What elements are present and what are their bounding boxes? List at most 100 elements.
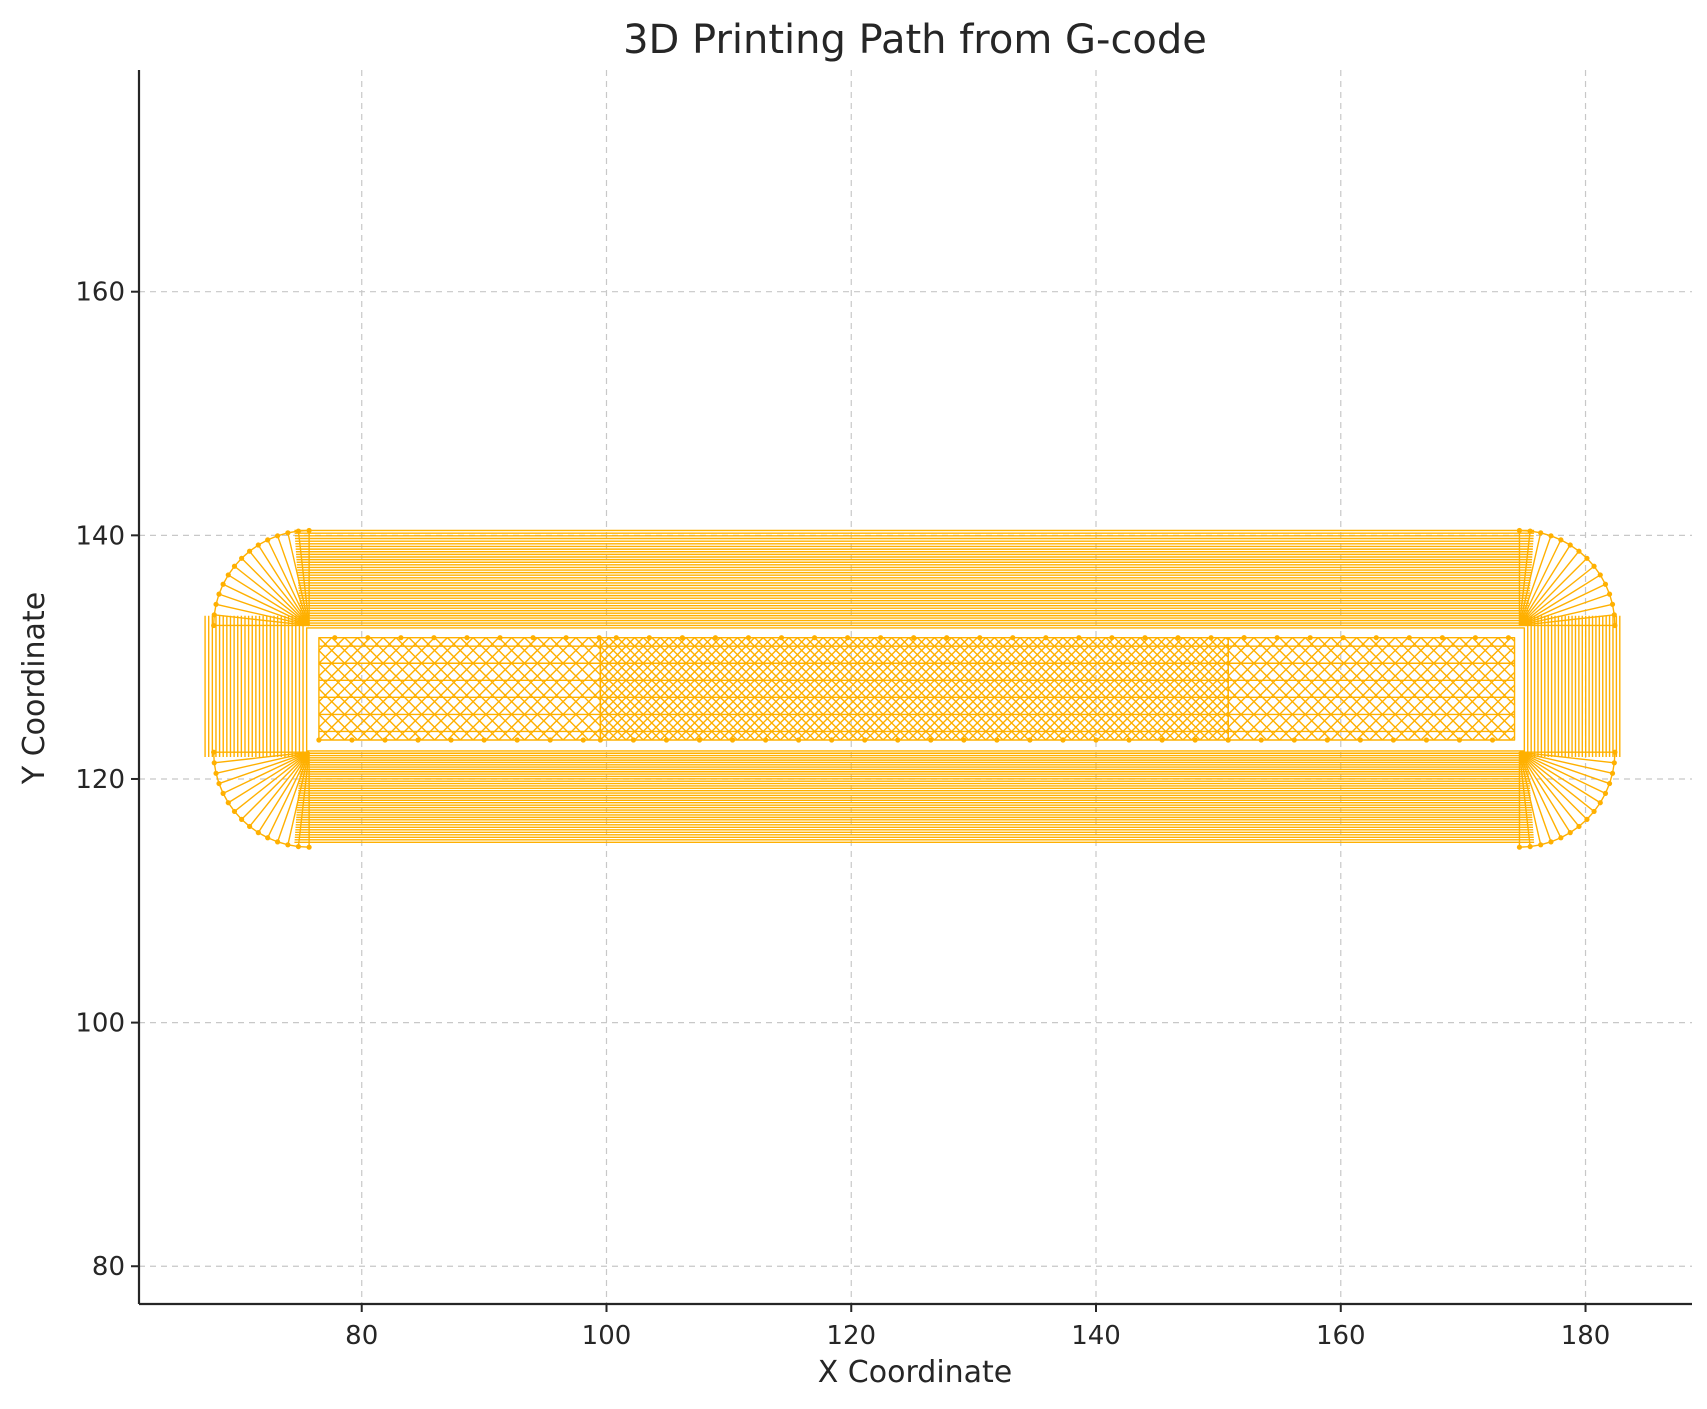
- path-point: [1027, 737, 1033, 743]
- y-tick-label: 120: [75, 765, 125, 795]
- path-point: [1505, 635, 1512, 641]
- path-point: [1093, 737, 1099, 743]
- perimeter-line: [267, 837, 278, 843]
- perimeter-line: [1540, 841, 1552, 846]
- perimeter-line: [1578, 550, 1588, 559]
- corner-fan-line: [214, 751, 310, 764]
- path-point: [878, 635, 884, 641]
- path-point: [1373, 635, 1379, 641]
- corner-fan-line: [241, 751, 310, 820]
- perimeter-line: [249, 825, 259, 834]
- infill-line: [1446, 637, 1516, 706]
- path-point: [547, 737, 553, 743]
- perimeter-line: [277, 841, 289, 846]
- perimeter-line: [1530, 844, 1541, 848]
- perimeter-line: [218, 583, 224, 595]
- infill-line: [588, 637, 601, 650]
- path-point: [1456, 737, 1463, 743]
- path-point: [712, 635, 719, 641]
- infill-line: [1208, 720, 1229, 741]
- x-tick-label: 120: [826, 1321, 876, 1351]
- perimeter-line: [1519, 845, 1531, 848]
- infill-line: [1240, 637, 1345, 741]
- infill-line: [498, 638, 601, 741]
- infill-line: [1356, 637, 1460, 741]
- y-tick-label: 140: [75, 521, 125, 551]
- path-point: [1340, 635, 1346, 641]
- infill-line: [1148, 660, 1229, 741]
- perimeter-line: [277, 532, 289, 537]
- path-point: [514, 737, 520, 743]
- perimeter-line: [298, 845, 310, 848]
- infill-line: [1420, 646, 1516, 741]
- path-point: [316, 737, 322, 743]
- perimeter-line: [1540, 532, 1552, 537]
- corner-fan-line: [1519, 751, 1595, 812]
- corner-fan-line: [215, 603, 310, 627]
- corner-fan-line: [227, 751, 310, 804]
- corner-fan-line: [1519, 751, 1613, 774]
- corner-fan-line: [276, 535, 310, 626]
- infill-line: [472, 637, 577, 741]
- perimeter-line: [1593, 802, 1601, 812]
- infill-line: [1165, 677, 1229, 741]
- path-point: [563, 635, 569, 641]
- infill-line: [562, 702, 601, 741]
- infill-line: [524, 663, 601, 741]
- perimeter-line: [1578, 818, 1588, 827]
- corner-fan-line: [1519, 614, 1615, 627]
- infill-line: [1139, 637, 1229, 726]
- infill-line: [1433, 659, 1516, 741]
- path-point: [1307, 635, 1313, 641]
- path-point: [1406, 635, 1412, 641]
- infill-line: [1165, 637, 1229, 701]
- perimeter-line: [1593, 565, 1601, 576]
- corner-fan-line: [249, 550, 310, 626]
- path-point: [1516, 844, 1523, 850]
- infill-line: [1131, 637, 1229, 735]
- infill-line: [1156, 668, 1229, 741]
- x-tick-label: 100: [582, 1321, 632, 1351]
- corner-fan-line: [1518, 751, 1562, 839]
- infill-line: [446, 637, 551, 741]
- infill-line: [1279, 637, 1383, 741]
- perimeter-line: [227, 565, 236, 576]
- path-point: [448, 737, 454, 743]
- corner-fan-line: [1519, 751, 1610, 785]
- path-point: [1159, 737, 1165, 743]
- infill-line: [1330, 637, 1435, 741]
- path-point: [796, 737, 802, 743]
- corner-fan-line: [1518, 752, 1531, 847]
- path-point: [1439, 635, 1445, 641]
- corner-fan-line: [1519, 565, 1595, 627]
- x-axis-label: X Coordinate: [818, 1355, 1013, 1390]
- path-point: [1291, 737, 1297, 743]
- corner-fan-line: [1518, 544, 1571, 626]
- infill-line: [1446, 671, 1516, 741]
- path-point: [1142, 635, 1148, 641]
- corner-fan-line: [257, 544, 310, 626]
- infill-line: [1420, 637, 1516, 732]
- corner-fan-line: [1519, 751, 1615, 764]
- perimeter-line: [1550, 837, 1562, 843]
- infill-line: [1190, 637, 1229, 675]
- path-point: [1043, 635, 1049, 641]
- corner-fan-line: [234, 751, 310, 812]
- infill-line: [1190, 702, 1229, 741]
- corner-fan-line: [227, 574, 310, 627]
- perimeter-line: [1599, 574, 1607, 585]
- perimeter-line: [212, 614, 215, 626]
- y-tick-label: 80: [92, 1252, 125, 1282]
- corner-fan-line: [215, 751, 310, 774]
- infill-line: [1291, 637, 1396, 741]
- infill-line: [434, 637, 538, 741]
- perimeter-line: [1604, 783, 1611, 794]
- perimeter-line: [1608, 593, 1614, 605]
- path-point: [1126, 737, 1132, 743]
- path-point: [928, 737, 934, 743]
- perimeter-line: [222, 793, 229, 804]
- corner-fan-line: [1519, 583, 1606, 627]
- infill-line: [1407, 637, 1512, 741]
- perimeter-line: [213, 604, 217, 615]
